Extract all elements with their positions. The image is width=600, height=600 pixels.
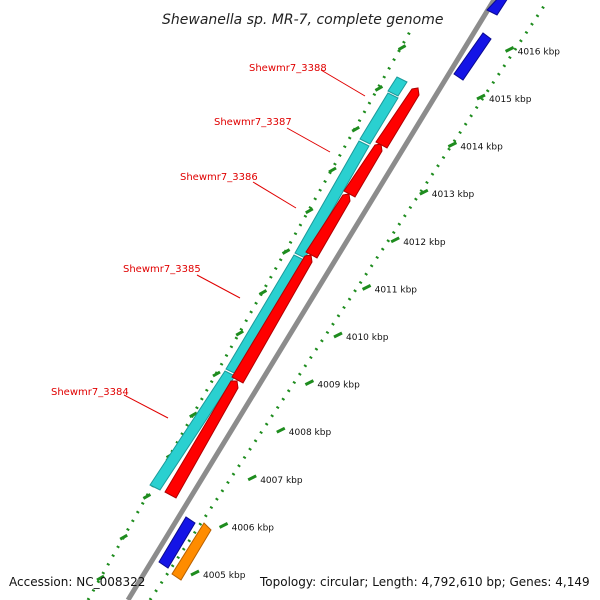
cds-cyan-3388[interactable] bbox=[387, 76, 408, 97]
inner-tick-mark bbox=[476, 93, 486, 101]
tick-label: 4016 kbp bbox=[518, 47, 561, 57]
cds-cyan-3384[interactable] bbox=[149, 370, 236, 491]
outer-tick-mark bbox=[189, 411, 198, 419]
callout-line-3384 bbox=[123, 394, 169, 419]
tick-label: 4011 kbp bbox=[375, 285, 418, 295]
outer-tick-mark bbox=[258, 289, 268, 296]
tick-label: 4012 kbp bbox=[403, 238, 446, 248]
tick-labels: 4005 kbp 4006 kbp 4007 kbp 4008 kbp 4009 kbp… bbox=[203, 47, 560, 581]
inner-tick-mark bbox=[218, 522, 229, 529]
gene-label-3384[interactable]: Shewmr7_3384 bbox=[51, 387, 129, 398]
gene-label-3386[interactable]: Shewmr7_3386 bbox=[180, 172, 258, 183]
tick-label: 4005 kbp bbox=[203, 571, 246, 581]
callout-line-3386 bbox=[252, 181, 297, 209]
inner-tick-mark bbox=[390, 236, 400, 244]
outer-tick-mark bbox=[305, 207, 314, 215]
outer-tick-mark bbox=[374, 85, 384, 92]
inner-tick-mark bbox=[419, 188, 429, 196]
tick-label: 4015 kbp bbox=[489, 95, 532, 105]
inner-tick-mark bbox=[304, 379, 315, 386]
outer-tick-mark bbox=[142, 493, 152, 500]
inner-tick-mark bbox=[247, 474, 257, 482]
cds-red-2[interactable] bbox=[231, 254, 313, 384]
inner-tick-marks bbox=[190, 46, 515, 577]
cds-cyan-3386[interactable] bbox=[294, 140, 370, 259]
cds-blue-bottom[interactable] bbox=[158, 516, 196, 569]
cds-blue-top[interactable] bbox=[486, 0, 508, 16]
map-title: Shewanella sp. MR-7, complete genome bbox=[162, 12, 443, 28]
tick-label: 4007 kbp bbox=[260, 476, 303, 486]
cds-red-4[interactable] bbox=[343, 143, 383, 198]
outer-tick-mark bbox=[397, 44, 407, 51]
gene-label-3385[interactable]: Shewmr7_3385 bbox=[123, 264, 201, 275]
gene-label-3387[interactable]: Shewmr7_3387 bbox=[214, 117, 292, 128]
inner-tick-mark bbox=[276, 426, 286, 434]
outer-tick-mark bbox=[212, 370, 221, 378]
tick-label: 4014 kbp bbox=[460, 143, 503, 153]
inner-scale-dots bbox=[148, 0, 550, 600]
cds-red-5[interactable] bbox=[375, 87, 420, 149]
outer-tick-mark bbox=[281, 248, 291, 255]
cds-cyan-3385[interactable] bbox=[225, 254, 305, 375]
inner-tick-mark bbox=[361, 284, 372, 291]
cds-orange-bottom[interactable] bbox=[171, 522, 212, 581]
inner-tick-mark bbox=[190, 569, 200, 577]
cds-features bbox=[149, 0, 508, 581]
tick-label: 4013 kbp bbox=[432, 190, 475, 200]
inner-tick-mark bbox=[447, 141, 458, 148]
gene-label-3388[interactable]: Shewmr7_3388 bbox=[249, 63, 327, 74]
outer-tick-mark bbox=[235, 329, 244, 337]
cds-red-1[interactable] bbox=[164, 380, 239, 499]
tick-label: 4008 kbp bbox=[289, 428, 332, 438]
outer-tick-mark bbox=[351, 125, 360, 133]
outer-tick-mark bbox=[96, 574, 105, 582]
callout-line-3387 bbox=[286, 127, 331, 153]
outer-tick-mark bbox=[328, 166, 337, 174]
accession-text: Accession: NC_008322 bbox=[9, 575, 145, 589]
tick-label: 4010 kbp bbox=[346, 333, 389, 343]
topology-text: Topology: circular; Length: 4,792,610 bp… bbox=[259, 575, 590, 589]
cds-blue-upper[interactable] bbox=[453, 32, 492, 81]
inner-tick-mark bbox=[504, 46, 515, 53]
callout-line-3385 bbox=[196, 274, 241, 299]
cds-cyan-3387[interactable] bbox=[359, 92, 399, 145]
gene-labels: Shewmr7_3388 Shewmr7_3387 Shewmr7_3386 S… bbox=[51, 63, 327, 398]
tick-label: 4006 kbp bbox=[232, 523, 275, 533]
inner-tick-mark bbox=[333, 331, 343, 339]
outer-tick-marks bbox=[96, 44, 407, 582]
outer-tick-mark bbox=[119, 533, 128, 541]
genome-backbone bbox=[125, 0, 497, 600]
outer-scale-dots bbox=[86, 27, 414, 600]
callout-line-3388 bbox=[320, 69, 366, 97]
tick-label: 4009 kbp bbox=[317, 381, 360, 391]
gene-callouts bbox=[123, 69, 366, 419]
cds-red-3[interactable] bbox=[305, 193, 351, 259]
